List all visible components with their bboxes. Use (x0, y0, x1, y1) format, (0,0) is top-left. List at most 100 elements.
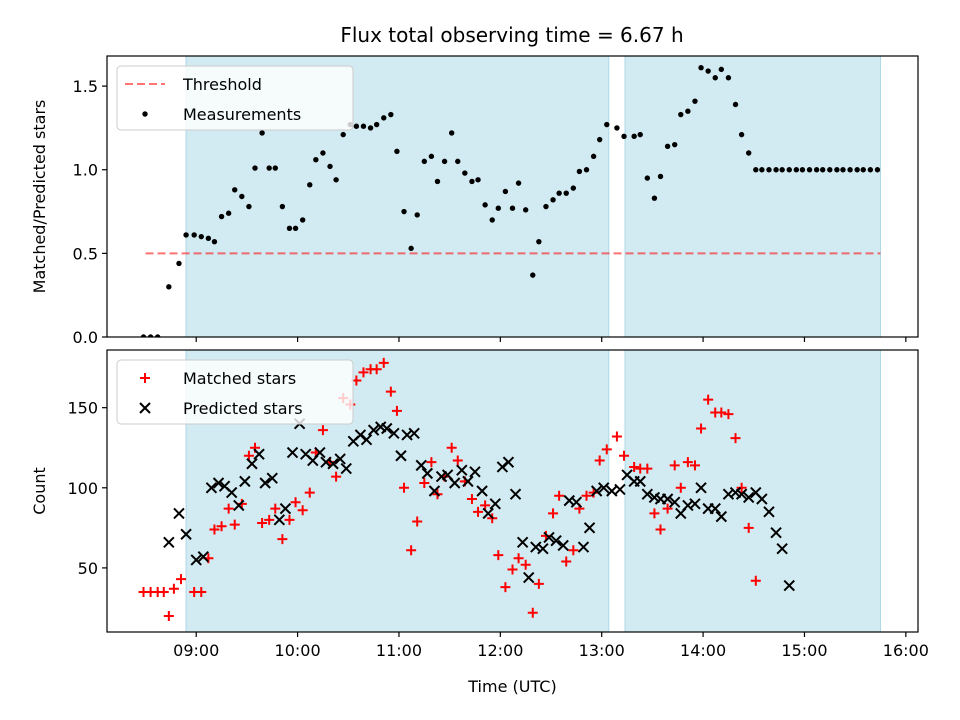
measurement-point (543, 203, 549, 210)
measurement-point (685, 108, 691, 114)
matched-star-point (642, 463, 653, 474)
measurement-point (840, 167, 846, 173)
measurement-point (698, 65, 704, 71)
measurement-point (381, 115, 387, 121)
measurement-point (596, 136, 603, 143)
measurement-point (854, 167, 860, 173)
matched-star-point (297, 505, 308, 516)
predicted-star-point (668, 496, 681, 508)
measurement-point (657, 173, 664, 180)
bottom-xtick-label: 16:00 (883, 641, 929, 660)
predicted-star-point (381, 422, 393, 435)
predicted-star-point (634, 475, 646, 488)
matched-star-point (527, 607, 538, 618)
measurement-point (225, 210, 232, 216)
measurement-point (576, 168, 583, 175)
matched-star-point (581, 490, 592, 501)
matched-star-point (554, 490, 565, 501)
measurement-point (759, 167, 765, 173)
matched-star-point (426, 457, 437, 468)
predicted-star-point (233, 499, 245, 512)
measurement-point (448, 130, 455, 136)
measurement-point (394, 148, 400, 155)
predicted-star-point (742, 491, 755, 504)
matched-star-point (703, 394, 714, 405)
predicted-star-point (614, 483, 626, 496)
measurement-point (590, 153, 597, 160)
measurement-point (583, 167, 590, 173)
measurement-point (712, 75, 718, 81)
top-legend-box (116, 65, 354, 131)
predicted-star-point (543, 531, 555, 544)
measurement-point (166, 284, 172, 290)
predicted-star-point (360, 434, 373, 446)
measurement-point (522, 207, 529, 213)
matched-star-point (493, 550, 504, 561)
measurement-point (874, 167, 881, 173)
top-ytick-label: 1.5 (73, 77, 98, 96)
measurement-point (867, 167, 874, 173)
matched-star-point (304, 487, 315, 498)
matched-star-point (270, 503, 281, 514)
bottom-ytick-label: 150 (67, 399, 98, 418)
predicted-star-point (577, 541, 590, 553)
legend-matched-swatch (140, 373, 150, 383)
bottom-axes-frame (106, 349, 919, 633)
matched-star-point (507, 564, 518, 575)
measurement-point (489, 217, 495, 223)
predicted-star-point (502, 456, 515, 468)
predicted-star-point (212, 477, 225, 489)
measurement-point (307, 182, 313, 188)
measurement-point (482, 202, 488, 208)
predicted-star-point (598, 482, 610, 494)
top-ytick-label: 0.5 (73, 244, 98, 263)
matched-star-point (317, 425, 328, 436)
measurement-point (515, 180, 522, 186)
bottom-shaded-interval-1 (624, 350, 881, 632)
measurement-point (827, 167, 833, 173)
measurement-point (272, 165, 278, 171)
measurement-point (847, 167, 853, 173)
predicted-star-point (449, 477, 461, 489)
measurement-point (556, 190, 562, 196)
bottom-xtick-label: 14:00 (680, 641, 726, 660)
bottom-panel: 50 100 150 09:00 10:00 11:00 12:00 13:00 14:00 15… (30, 349, 929, 696)
matched-star-point (399, 482, 410, 493)
xlabel: Time (UTC) (467, 677, 556, 696)
matched-star-point (277, 534, 288, 545)
predicted-star-point (783, 579, 795, 592)
measurement-point (806, 167, 813, 173)
matched-star-point (619, 450, 630, 461)
measurement-point (360, 123, 367, 129)
measurement-point (732, 101, 739, 108)
matched-star-point (216, 521, 227, 532)
predicted-star-point (537, 542, 549, 555)
bottom-series-predicted-stars (163, 417, 795, 592)
measurement-point (705, 68, 711, 74)
measurement-point (176, 260, 182, 267)
predicted-star-point (408, 427, 420, 440)
measurement-point (327, 163, 333, 170)
measurement-point (509, 205, 516, 211)
predicted-star-point (661, 493, 674, 505)
measurement-point (191, 232, 197, 238)
matched-star-point (243, 450, 254, 461)
measurement-point (725, 75, 732, 81)
matched-star-point (601, 444, 612, 455)
matched-star-point (412, 516, 423, 527)
measurement-point (434, 178, 441, 185)
bottom-ytick-label: 100 (67, 479, 98, 498)
predicted-star-point (557, 539, 569, 552)
matched-star-point (611, 431, 622, 442)
matched-star-point (391, 405, 402, 416)
measurement-point (786, 167, 792, 173)
bottom-xtick-label: 13:00 (579, 641, 625, 660)
matched-star-point (533, 578, 544, 589)
predicted-star-point (180, 528, 192, 540)
matched-star-point (223, 503, 234, 514)
matched-star-point (378, 357, 389, 368)
measurement-point (692, 98, 698, 104)
measurement-point (799, 167, 806, 173)
predicted-star-point (367, 424, 380, 436)
